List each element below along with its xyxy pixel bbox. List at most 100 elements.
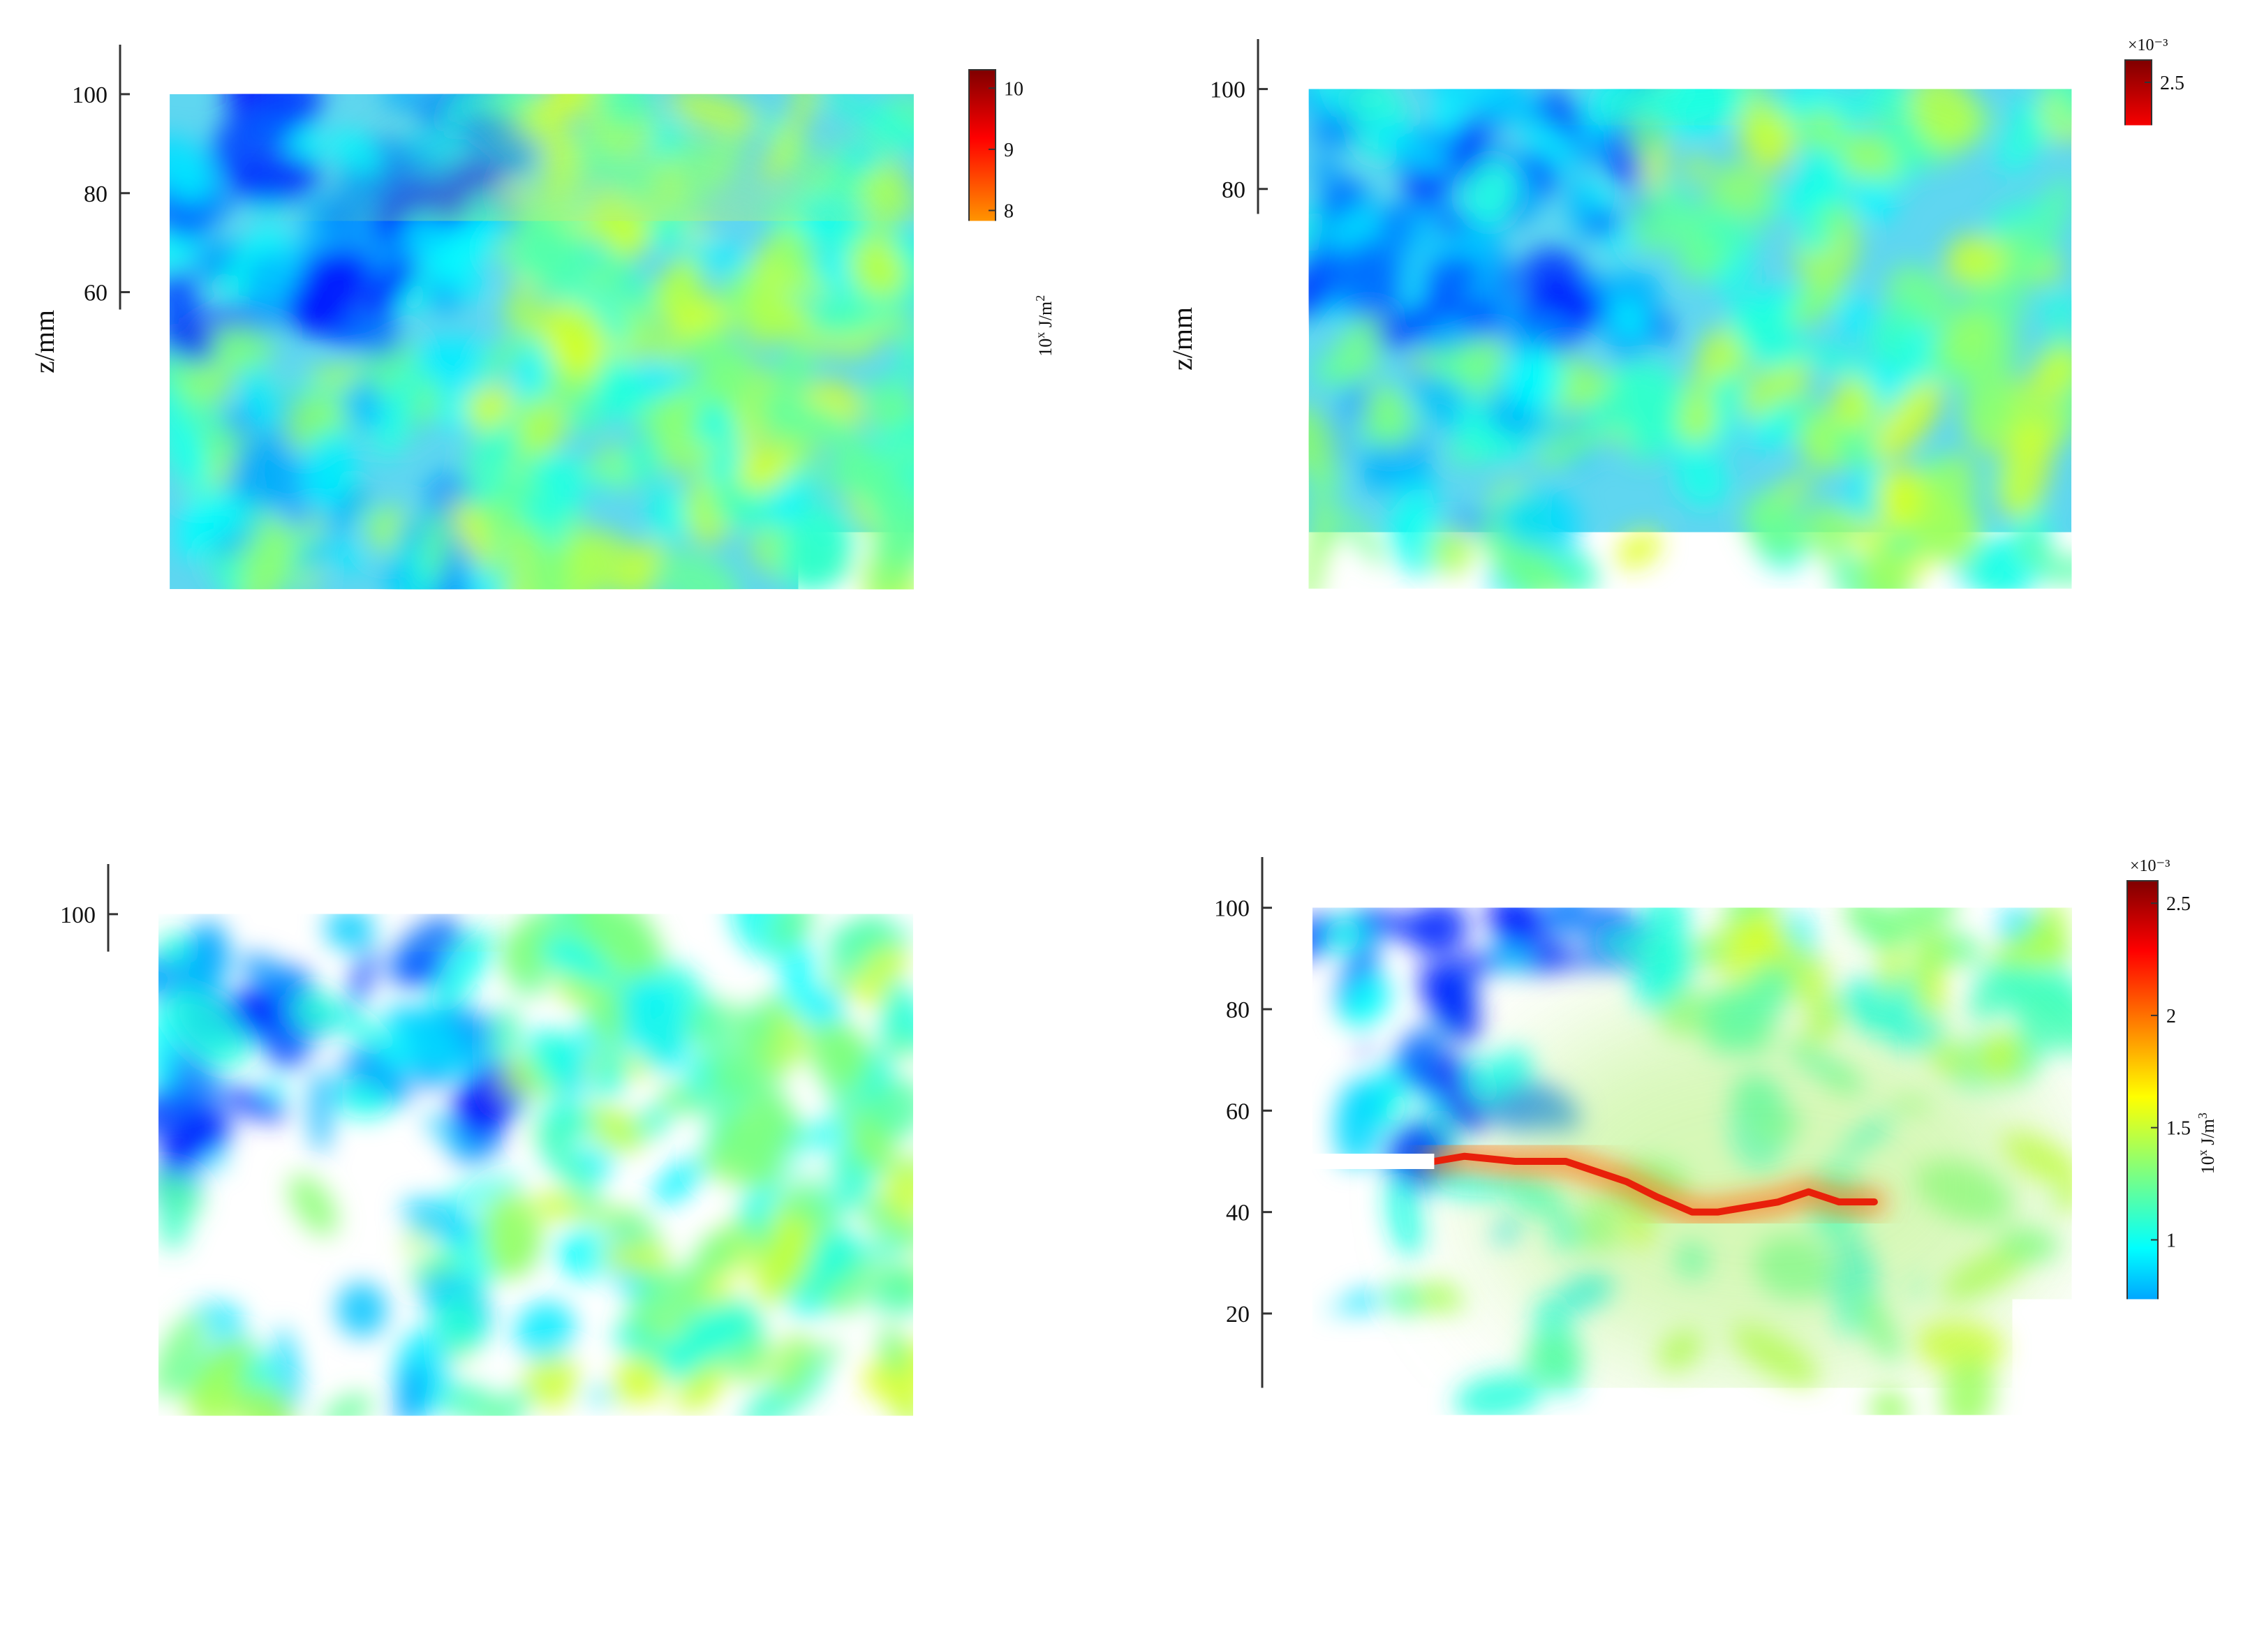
notch-c [156,1157,279,1173]
ytick-label: 0 [96,577,108,603]
colorbar-tick-label: 2 [2166,1006,2176,1027]
colorbar-tick-label: 0 [2160,631,2170,653]
y-axis-label: z/mm [17,1133,48,1196]
crack-tip-hotspot-c [731,1156,784,1233]
xtick-label: 80 [1706,1482,1729,1508]
xtick-label: 100 [1801,1482,1837,1508]
colorbar-tick-label: 6 [1004,323,1014,345]
colorbar-unit-label: 10x J/m3 [2196,1113,2218,1174]
xtick-label: 60 [1604,1482,1628,1508]
colorbar-tick-label: 8 [1015,1019,1025,1041]
ytick-label: 40 [1226,1200,1250,1226]
ytick-label: 100 [72,82,108,108]
ytick-label: 0 [1234,576,1245,602]
xtick-label: 140 [2004,1482,2039,1508]
ytick-label: 40 [84,379,108,405]
xtick-label: 140 [2003,655,2039,680]
ytick-label: 20 [1226,1302,1250,1327]
xtick-label: 60 [1602,655,1626,680]
x-axis-label: x/mm [1657,687,1722,718]
colorbar-tick-label: 10 [1004,78,1023,100]
colorbar-tick-label: 1 [2166,1230,2176,1251]
xtick-label: 120 [1902,1482,1938,1508]
colorbar-tick-label: 1.5 [2166,1118,2191,1140]
xtick-label: 100 [1800,655,1835,680]
colorbar-tick-label: 2.5 [2160,73,2184,94]
ytick-label: 0 [84,1404,96,1429]
ytick-label: 40 [1222,377,1245,403]
colorbar-tick-label: 3 [1015,1331,1025,1353]
ytick-label: 60 [1222,277,1245,303]
xtick-label: 60 [448,1482,472,1508]
panel-label-c: (c) [471,1567,610,1628]
colorbar-tick-label: 0 [2166,1454,2176,1476]
colorbar-tick-label: 5 [1004,384,1014,405]
panel-label-b-letter: b [1683,744,1712,803]
xtick-label: 160 [2105,655,2140,680]
colorbar-tick-label: 8 [1004,201,1014,223]
colorbar-d [2127,881,2158,1464]
colorbar-tick-label: 3 [1004,507,1014,528]
colorbar-tick-label: 4 [1004,445,1014,467]
colorbar-tick-label: 10 [1015,894,1035,916]
notch-b [1306,332,1431,347]
xtick-label: 20 [1402,1482,1426,1508]
colorbar-c [977,885,1007,1466]
colorbar-tick-label: 7 [1015,1081,1025,1103]
colorbar-tick-label: 7 [1004,262,1014,283]
xtick-label: 100 [644,1482,679,1508]
xtick-label: 80 [555,655,579,680]
ytick-label: 100 [1214,896,1250,922]
colorbar-tick-label: 5 [1015,1206,1025,1228]
colorbar-tick-label: 0.5 [2166,1342,2191,1364]
colorbar-tick-label: 2 [2160,184,2170,206]
ytick-label: 40 [72,1203,96,1229]
colorbar-exponent-label: ×10⁻³ [2128,36,2168,54]
ytick-label: 100 [1210,77,1245,103]
ytick-label: 20 [1222,477,1245,503]
colorbar-tick-label: 4 [1015,1269,1025,1290]
xtick-label: 140 [845,1482,880,1508]
xtick-label: 20 [1398,655,1422,680]
panel-c: 0 20 40 60 80 100 120 140 160 0 20 40 60 80 100 x/mm z/m… [17,864,1067,1545]
panel-label-a: (a) [471,743,610,804]
xtick-label: 120 [747,655,783,680]
xtick-label: 60 [455,655,479,680]
y-axis-label: z/mm [1167,307,1198,371]
colorbar-tick-label: 9 [1015,956,1025,978]
colorbar-unit-label: 10x J/m2 [1033,295,1056,357]
xtick-label: 0 [1303,655,1315,680]
panel-label-d: (d) [1628,1567,1768,1628]
x-axis-label: x/mm [1659,1514,1724,1545]
xtick-label: 80 [549,1482,573,1508]
crack-tip-hotspot-a [718,278,771,355]
y-axis-label: z/mm [29,310,60,373]
panel-a: 0 20 40 60 80 100 120 140 160 0 20 40 60 80 100 x/mm z/m… [29,45,1056,718]
notch-a [167,334,289,350]
colorbar-tick-label: 1.5 [2160,296,2184,318]
xtick-label: 160 [946,1482,982,1508]
ytick-label: 60 [1226,1099,1250,1124]
y-axis-label: z/mm [1171,1129,1202,1193]
ytick-label: 80 [1222,177,1245,203]
xtick-label: 100 [648,655,683,680]
xtick-label: 160 [946,655,982,680]
x-axis-label: x/mm [509,687,574,718]
colorbar-a [969,70,996,639]
panel-b: 0 20 40 60 80 100 120 140 160020406080100x/mmz/m… [1167,36,2212,718]
xtick-label: 40 [356,655,380,680]
xtick-label: 140 [846,655,882,680]
ytick-label: 20 [72,1304,96,1330]
ytick-label: 60 [72,1103,96,1129]
colorbar-tick-label: 0.5 [2160,519,2184,541]
colorbar-tick-label: 2.5 [2166,893,2191,915]
ytick-label: 80 [1226,997,1250,1023]
ytick-label: 80 [84,181,108,207]
colorbar-tick-label: 9 [1004,140,1014,161]
xtick-label: 40 [1500,655,1524,680]
panel-label-d-letter: d [1683,1568,1712,1626]
xtick-label: 160 [2105,1482,2140,1508]
colorbar-unit-label: 10x J/m2 [1044,1115,1067,1177]
panel-d: 0 20 40 60 80 100 120 140 160020406080100x/mmz/m… [1171,857,2218,1545]
